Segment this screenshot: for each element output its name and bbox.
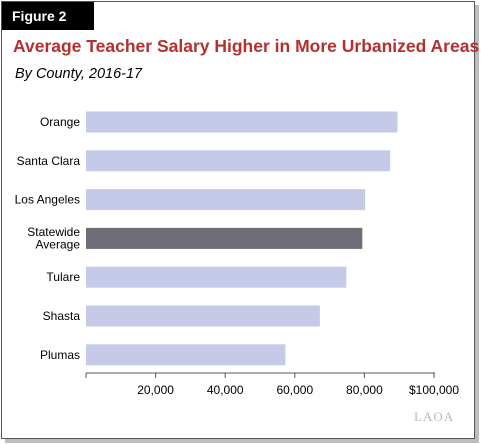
x-tick-label: 60,000 [276,383,313,397]
bar-los-angeles [86,189,366,211]
category-label: Orange [40,115,80,129]
category-label: Statewide Average [27,225,80,252]
category-label: Santa Clara [17,154,81,168]
bar-shasta [86,305,320,327]
x-tick-label: $100,000 [409,383,459,397]
x-tick-label: 20,000 [137,383,174,397]
figure-label: Figure 2 [2,2,94,30]
bars [86,111,398,366]
x-tick-label: 80,000 [346,383,383,397]
chart-title: Average Teacher Salary Higher in More Ur… [13,36,480,56]
category-label: Tulare [46,270,80,284]
lao-logo: LAOA [414,409,455,424]
bar-statewide-average [86,227,363,249]
bar-orange [86,111,398,133]
category-labels: Orange Santa Clara Los Angeles Statewide Ave… [15,115,81,362]
category-label: Los Angeles [15,193,80,207]
bar-tulare [86,266,347,288]
category-label: Plumas [40,348,80,362]
bar-plumas [86,344,286,366]
category-label: Shasta [43,309,81,323]
x-tick-label: 40,000 [207,383,244,397]
bar-santa-clara [86,150,391,172]
chart-subtitle: By County, 2016-17 [15,66,143,82]
x-axis-ticks: 20,000 40,000 60,000 80,000 $100,000 [85,373,459,397]
